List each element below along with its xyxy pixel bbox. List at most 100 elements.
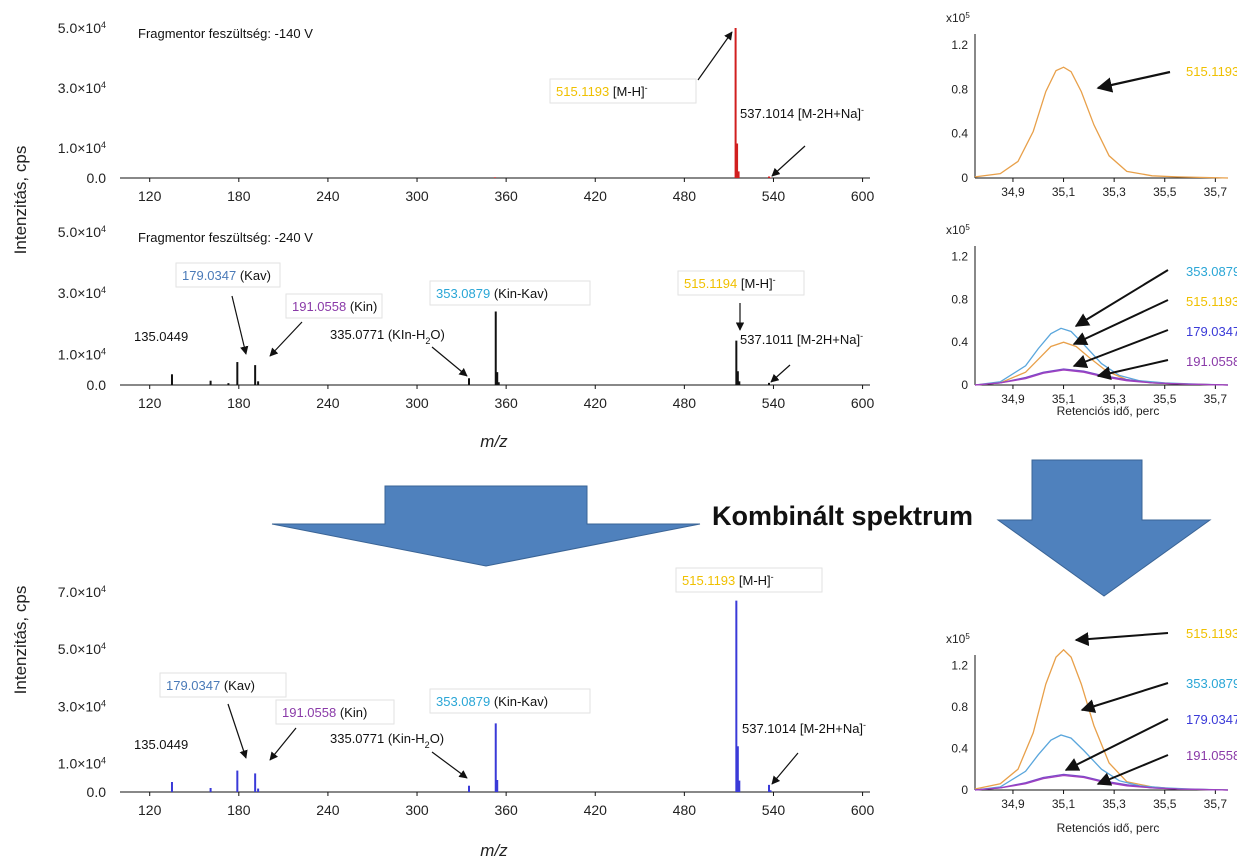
eic-xlabel-middle: Retenciós idő, perc	[1057, 404, 1160, 418]
label-part: 135.0449	[134, 329, 188, 344]
y-tick-mantissa: 5.0×10	[58, 224, 101, 240]
label-part: [M-H]	[735, 573, 770, 588]
label-part: (Kav)	[236, 268, 271, 283]
y-tick-label: 0	[961, 783, 968, 797]
peak-label: 191.0558 (Kin)	[282, 705, 367, 720]
y-tick-exponent: 4	[101, 20, 106, 30]
y-tick-label: 0.4	[951, 741, 968, 755]
y-tick-mantissa: 1.0×10	[58, 346, 101, 362]
eic-xlabel-bottom: Retenciós idő, perc	[1057, 821, 1160, 835]
label-part: 2	[425, 740, 430, 750]
label-box	[549, 78, 697, 104]
series-label: 515.1193	[1186, 626, 1237, 641]
label-part: 179.0347	[182, 268, 236, 283]
peak-label: 135.0449	[134, 329, 188, 344]
y-multiplier-exponent: 5	[965, 11, 970, 20]
label-part: -	[863, 720, 866, 730]
y-tick-exponent: 4	[101, 755, 106, 765]
y-multiplier-exponent: 5	[965, 632, 970, 641]
y-tick-label: 0.8	[951, 292, 968, 306]
eic-trace-line	[974, 774, 1229, 791]
x-tick-label: 600	[851, 802, 875, 818]
label-part: -	[771, 572, 774, 582]
y-multiplier-base: x10	[946, 223, 966, 237]
y-multiplier: x105	[946, 223, 970, 238]
y-tick-exponent: 4	[101, 224, 106, 234]
y-tick-label: 3.0×104	[58, 698, 106, 714]
y-tick-label: 0.4	[951, 127, 968, 141]
x-tick-label: 540	[762, 188, 786, 204]
y-tick-exponent: 4	[101, 698, 106, 708]
label-box	[275, 699, 395, 725]
label-box	[677, 270, 805, 296]
series-label: 515.1193	[1186, 64, 1237, 79]
annotation-arrow	[1096, 70, 1171, 93]
label-box	[285, 293, 383, 319]
annotation-arrow	[431, 751, 468, 779]
y-tick-mantissa: 0.0	[87, 784, 107, 800]
peak-label: 537.1014 [M-2H+Na]-	[742, 720, 866, 736]
ms-ylabel-top: Intenzitás, cps	[11, 146, 30, 255]
label-part: (Kin)	[336, 705, 367, 720]
x-tick-label: 600	[851, 188, 875, 204]
label-part: 353.0879	[436, 286, 490, 301]
x-tick-label: 360	[494, 802, 518, 818]
label-part: [M-H]	[609, 84, 644, 99]
annotation-arrow	[1072, 329, 1169, 369]
annotation-arrow	[1096, 754, 1169, 786]
peak-label: 515.1193 [M-H]-	[682, 572, 774, 588]
annotation-arrow	[269, 321, 303, 357]
label-part: 537.1011 [M-2H+Na]	[740, 332, 860, 347]
y-tick-exponent: 4	[101, 584, 106, 594]
y-tick-mantissa: 0.0	[87, 170, 107, 186]
y-multiplier-base: x10	[946, 632, 966, 646]
series-label: 179.0347	[1186, 712, 1237, 727]
x-tick-label: 300	[405, 802, 429, 818]
y-tick-exponent: 4	[101, 285, 106, 295]
x-tick-label: 35,5	[1153, 392, 1177, 406]
series-label: 191.0558	[1186, 354, 1237, 369]
x-tick-label: 35,1	[1052, 185, 1076, 199]
peak-label: 353.0879 (Kin-Kav)	[436, 286, 548, 301]
x-tick-label: 240	[316, 188, 340, 204]
y-tick-mantissa: 3.0×10	[58, 285, 101, 301]
peak-label: 515.1193 [M-H]-	[556, 83, 648, 99]
x-tick-label: 420	[584, 395, 608, 411]
x-tick-label: 120	[138, 802, 162, 818]
mass-spectrum-ms3: 120 180 240 300 360 420 480 540 6000.01.0×1043.0…	[58, 567, 875, 818]
y-tick-label: 5.0×104	[58, 20, 106, 36]
peak-label: 135.0449	[134, 737, 188, 752]
annotation-arrow	[771, 752, 799, 785]
eic-chart-eic1: 34,9 35,1 35,3 35,5 35,7 0 0.4 0.8 1.2 x105 515.11…	[946, 11, 1237, 200]
x-tick-label: 360	[494, 188, 518, 204]
down-arrow-left-shape	[271, 485, 701, 567]
x-tick-label: 35,3	[1102, 392, 1126, 406]
label-part: 515.1194	[684, 276, 737, 291]
y-multiplier-base: x10	[946, 11, 966, 25]
fragmentor-voltage-note: Fragmentor feszültség: -240 V	[138, 230, 313, 245]
label-part: (Kav)	[220, 678, 255, 693]
y-tick-label: 1.0×104	[58, 346, 106, 362]
y-tick-label: 3.0×104	[58, 285, 106, 301]
x-tick-label: 300	[405, 395, 429, 411]
label-part: (Kin-Kav)	[490, 286, 548, 301]
x-tick-label: 480	[673, 802, 697, 818]
x-tick-label: 360	[494, 395, 518, 411]
annotation-arrow	[771, 145, 806, 177]
annotation-arrow	[770, 364, 791, 383]
eic-trace-line	[974, 734, 1229, 791]
y-tick-label: 0.0	[87, 377, 107, 393]
y-tick-label: 0.4	[951, 335, 968, 349]
y-tick-mantissa: 3.0×10	[58, 80, 101, 96]
series-label: 353.0879	[1186, 676, 1237, 691]
x-tick-label: 34,9	[1001, 185, 1025, 199]
y-tick-label: 0	[961, 171, 968, 185]
annotation-arrow	[1096, 359, 1169, 381]
eic-trace-line	[974, 66, 1229, 179]
eic-trace-line	[974, 648, 1229, 791]
x-tick-label: 540	[762, 395, 786, 411]
y-tick-exponent: 4	[101, 641, 106, 651]
mz-axis-label-top: m/z	[480, 432, 508, 451]
x-tick-label: 240	[316, 802, 340, 818]
y-tick-exponent: 4	[101, 140, 106, 150]
